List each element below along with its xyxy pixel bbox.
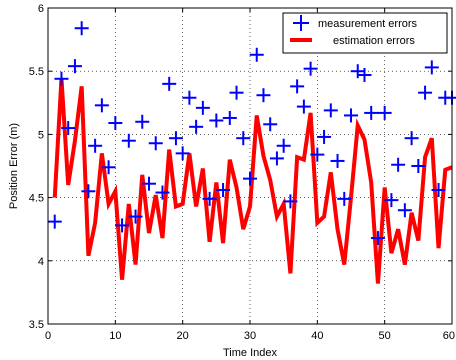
measurement-error-point — [411, 159, 426, 173]
measurement-error-point — [115, 218, 130, 233]
measurement-error-point — [391, 157, 406, 172]
measurement-error-point — [263, 117, 278, 132]
measurement-error-point — [195, 100, 210, 115]
measurement-error-point — [189, 119, 204, 134]
x-tick-label: 50 — [379, 330, 391, 342]
measurement-error-point — [54, 71, 69, 86]
x-tick-label: 30 — [244, 330, 256, 342]
measurement-error-point — [101, 160, 116, 175]
measurement-error-point — [216, 183, 231, 198]
measurement-error-point — [323, 103, 338, 118]
estimation-line-layer — [52, 78, 453, 284]
x-axis-label: Time Index — [223, 347, 278, 359]
measurement-error-point — [310, 147, 325, 162]
y-tick-label: 4 — [38, 256, 44, 268]
measurement-error-point — [404, 131, 419, 146]
x-tick-label: 40 — [311, 330, 323, 342]
x-tick-label: 20 — [177, 330, 189, 342]
measurement-error-point — [276, 138, 291, 153]
measurement-error-point — [296, 99, 311, 114]
measurement-error-point — [357, 67, 372, 82]
legend-label-estimation: estimation errors — [333, 35, 415, 47]
measurement-error-point — [397, 203, 412, 218]
measurement-error-point — [135, 114, 150, 129]
y-tick-label: 5 — [38, 129, 44, 141]
measurement-error-point — [370, 231, 385, 246]
measurement-error-point — [155, 185, 170, 200]
measurement-error-point — [283, 194, 298, 209]
measurement-error-point — [418, 85, 433, 100]
measurement-error-point — [337, 191, 352, 206]
x-tick-label: 10 — [109, 330, 121, 342]
y-tick-label: 4.5 — [29, 193, 44, 205]
x-tick-labels: 0 10 20 30 40 50 60 — [45, 330, 455, 342]
measurement-error-point — [47, 214, 62, 229]
measurement-error-point — [317, 129, 332, 144]
measurement-error-point — [81, 184, 96, 199]
measurement-error-point — [269, 151, 284, 166]
measurement-error-point — [128, 209, 143, 224]
measurement-error-point — [236, 131, 251, 146]
measurement-error-point — [431, 183, 446, 198]
measurement-error-point — [424, 60, 439, 75]
measurement-error-point — [61, 121, 76, 136]
measurement-markers-layer — [47, 21, 456, 246]
measurement-error-point — [209, 113, 224, 128]
y-tick-label: 3.5 — [29, 319, 44, 331]
measurement-error-point — [94, 98, 109, 113]
measurement-error-point — [74, 21, 89, 36]
measurement-error-point — [168, 131, 183, 146]
y-tick-labels: 3.5 4 4.5 5 5.5 6 — [29, 3, 44, 331]
measurement-error-point — [148, 136, 163, 151]
x-tick-label: 0 — [45, 330, 51, 342]
measurement-error-point — [121, 133, 136, 148]
measurement-error-point — [249, 47, 264, 62]
measurement-error-point — [202, 191, 217, 206]
measurement-error-point — [330, 153, 345, 168]
measurement-error-point — [229, 85, 244, 100]
legend-marker-plus-icon — [293, 15, 309, 31]
legend-label-measurement: measurement errors — [318, 18, 418, 30]
measurement-error-point — [142, 176, 156, 191]
measurement-error-point — [182, 90, 197, 105]
x-tick-label: 60 — [443, 330, 455, 342]
estimation-errors-line — [52, 78, 453, 284]
legend-box — [282, 12, 448, 54]
y-tick-label: 5.5 — [29, 66, 44, 78]
measurement-error-point — [290, 79, 305, 94]
axis-ticks — [47, 7, 453, 325]
measurement-error-point — [222, 110, 237, 125]
measurement-error-point — [162, 76, 177, 91]
measurement-error-point — [108, 116, 123, 131]
measurement-error-point — [384, 193, 399, 208]
measurement-error-point — [243, 171, 257, 186]
measurement-error-point — [377, 105, 392, 120]
measurement-error-point — [256, 88, 271, 103]
measurement-error-point — [67, 59, 82, 74]
measurement-error-point — [88, 138, 103, 153]
measurement-error-point — [303, 61, 318, 76]
measurement-error-point — [344, 108, 358, 123]
y-axis-label: Position Error (m) — [8, 123, 20, 209]
measurement-error-point — [364, 105, 379, 120]
legend: measurement errors estimation errors — [282, 12, 448, 54]
measurement-error-point — [175, 146, 190, 161]
y-tick-label: 6 — [38, 3, 44, 15]
